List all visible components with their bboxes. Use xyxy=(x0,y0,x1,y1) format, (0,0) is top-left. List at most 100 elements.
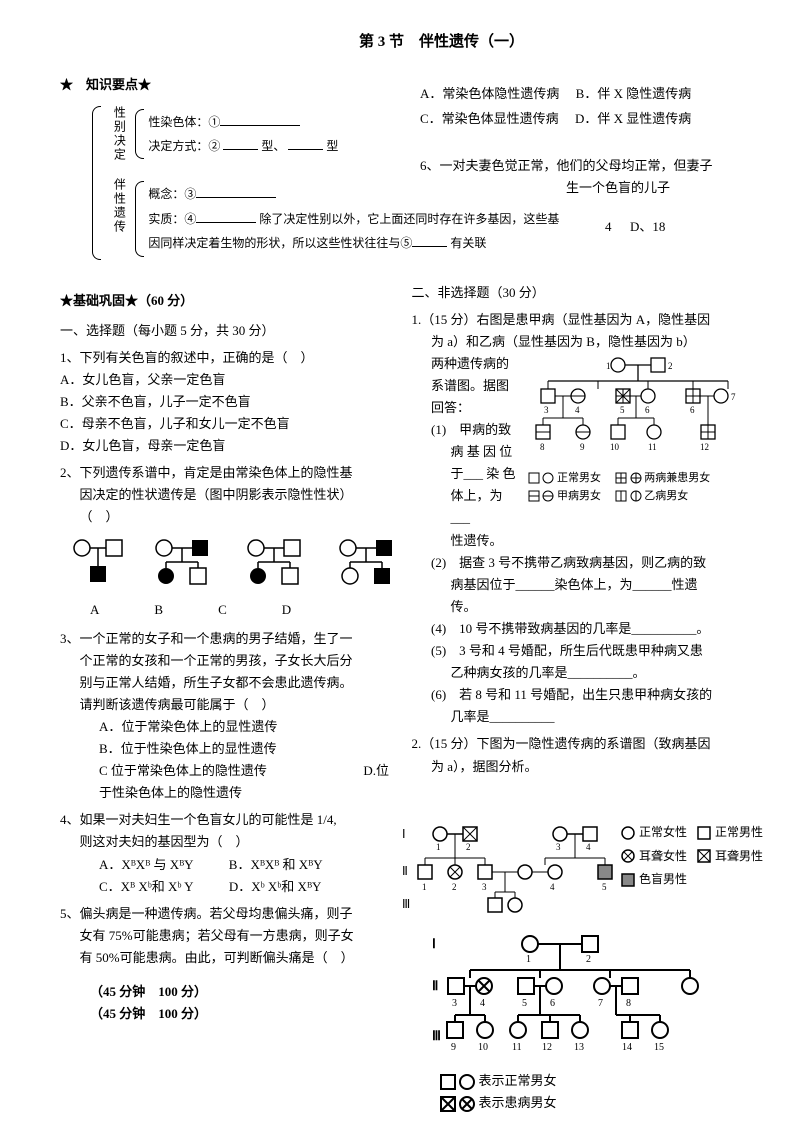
leg-b: 乙病男女 xyxy=(644,490,688,502)
svg-text:3: 3 xyxy=(556,842,561,852)
svg-text:5: 5 xyxy=(620,405,625,415)
q3-D: D.位 xyxy=(363,763,389,778)
q5-l1: 5、偏头病是一种遗传病。若父母均患偏头痛，则子 xyxy=(60,903,392,925)
svg-text:7: 7 xyxy=(731,392,736,402)
q3: 3、一个正常的女子和一个患病的男子结婚，生了一 个正常的女孩和一个正常的男孩，子… xyxy=(60,628,392,805)
q3-C: C 位于常染色体上的隐性遗传 xyxy=(99,763,267,778)
r-q2-l2: 为 a），据图分析。 xyxy=(412,756,744,778)
q1-D: D．女儿色盲，母亲一定色盲 xyxy=(60,435,392,457)
q1-C: C．母亲不色盲，儿子和女儿一定不色盲 xyxy=(60,413,392,435)
q1-stem: 1、下列有关色盲的叙述中，正确的是（ ） xyxy=(60,347,392,369)
r-q1-l4: 系谱图。据图 xyxy=(412,375,522,397)
text: 概念：③ xyxy=(148,187,196,201)
text: 实质：④ xyxy=(148,212,196,226)
opt-A: A．常染色体隐性遗传病 xyxy=(420,86,559,101)
leg2-r1: 正常女性 xyxy=(639,822,687,844)
svg-text:12: 12 xyxy=(542,1042,552,1053)
pedigree-labels: A B C D xyxy=(90,599,392,621)
opt-C: C．常染色体显性遗传病 xyxy=(420,111,559,126)
svg-text:2: 2 xyxy=(668,361,673,371)
q4: 4、如果一对夫妇生一个色盲女儿的可能性是 1/4, 则这对夫妇的基因型为（ ） … xyxy=(60,809,392,897)
svg-text:2: 2 xyxy=(452,882,457,892)
r-q2: 2.（15 分）下图为一隐性遗传病的系谱图（致病基因 为 a），据图分析。 xyxy=(412,733,744,777)
r-q1-p1c: 于___ 染 色 xyxy=(412,463,522,485)
svg-text:Ⅲ: Ⅲ xyxy=(432,1028,441,1043)
svg-text:6: 6 xyxy=(550,998,555,1009)
svg-text:4: 4 xyxy=(586,842,591,852)
svg-text:9: 9 xyxy=(451,1042,456,1053)
svg-text:2: 2 xyxy=(466,842,471,852)
svg-text:10: 10 xyxy=(610,442,620,452)
q2-stem3: （ ） xyxy=(60,506,392,528)
q4-l1: 4、如果一对夫妇生一个色盲女儿的可能性是 1/4, xyxy=(60,809,392,831)
q5-l3: 有 50%可能患病。由此，可判断偏头痛是（ ） xyxy=(60,947,392,969)
r-q1-p1a: (1) 甲病的致 xyxy=(412,419,522,441)
svg-text:Ⅲ: Ⅲ xyxy=(402,897,410,911)
q4-B: B．XᴮXᴮ 和 XᴮY xyxy=(229,854,323,876)
leg2-r5: 色盲男性 xyxy=(639,869,687,891)
pedigree-options xyxy=(70,536,392,591)
svg-text:1: 1 xyxy=(422,882,427,892)
text: 型 xyxy=(326,139,338,153)
text: 决定方式：② xyxy=(148,139,220,153)
r-q1-p6b: 几率是__________ xyxy=(412,706,744,728)
svg-text:13: 13 xyxy=(574,1042,584,1053)
r-q1: 1.（15 分）右图是患甲病（显性基因为 A，隐性基因 为 a）和乙病（显性基因… xyxy=(412,309,744,729)
svg-text:2: 2 xyxy=(586,954,591,965)
timing1: （45 分钟 100 分） xyxy=(90,981,392,1003)
label-sex-linked: 伴性遗传 xyxy=(105,178,133,259)
r-q2-head: 2.（15 分）下图为一隐性遗传病的系谱图（致病基因 xyxy=(412,733,744,755)
q6-cont: 生一个色盲的儿子 xyxy=(420,177,750,199)
leg2-r3: 耳聋女性 xyxy=(639,846,687,868)
label-D: D xyxy=(282,599,291,621)
text: 型、 xyxy=(261,139,285,153)
q5-l2: 女有 75%可能患病；若父母有一方患病，则子女 xyxy=(60,925,392,947)
q3-l3: 别与正常人结婚，所生子女都不会患此遗传病。 xyxy=(60,672,392,694)
svg-text:4: 4 xyxy=(550,882,555,892)
r-q1-p2c: 传。 xyxy=(412,596,744,618)
leg3-l2: 表示患病男女 xyxy=(479,1095,557,1110)
svg-text:9: 9 xyxy=(580,442,585,452)
svg-text:1: 1 xyxy=(606,361,611,371)
svg-text:Ⅰ: Ⅰ xyxy=(402,827,406,841)
svg-text:14: 14 xyxy=(622,1042,632,1053)
r-q1-p5a: (5) 3 号和 4 号婚配，所生后代既患甲种病又患 xyxy=(412,640,744,662)
section1-heading: 一、选择题（每小题 5 分，共 30 分） xyxy=(60,320,392,342)
q4-l2: 则这对夫妇的基因型为（ ） xyxy=(60,831,392,853)
r-q1-p1d: 体上，为___ xyxy=(412,485,522,529)
q4-A: A．XᴮXᴮ 与 XᴮY xyxy=(99,854,194,876)
pedigree-C xyxy=(244,536,314,591)
q1-B: B．父亲不色盲，儿子一定不色盲 xyxy=(60,391,392,413)
r-q1-p5b: 乙种病女孩的几率是__________。 xyxy=(412,662,744,684)
svg-text:5: 5 xyxy=(522,998,527,1009)
r-q1-l3: 两种遗传病的 xyxy=(412,353,522,375)
leg-a: 甲病男女 xyxy=(557,490,601,502)
svg-text:Ⅱ: Ⅱ xyxy=(402,864,408,878)
svg-text:10: 10 xyxy=(478,1042,488,1053)
r-q1-head: 1.（15 分）右图是患甲病（显性基因为 A，隐性基因 xyxy=(412,309,744,331)
leg3-l1: 表示正常男女 xyxy=(479,1073,557,1088)
q3-B: B．位于性染色体上的显性遗传 xyxy=(60,738,392,760)
heading-practice: ★基础巩固★（60 分） xyxy=(60,290,392,312)
r-q1-p2b: 病基因位于______染色体上，为______性遗 xyxy=(412,574,744,596)
svg-text:6: 6 xyxy=(645,405,650,415)
svg-text:6: 6 xyxy=(690,405,695,415)
r-q1-l5: 回答： xyxy=(412,397,522,419)
r-q1-p4: (4) 10 号不携带致病基因的几率是__________。 xyxy=(412,618,744,640)
leg-normal: 正常男女 xyxy=(557,472,601,484)
label-sex-determination: 性别决定 xyxy=(105,106,133,163)
legend-pedigree2: 表示正常男女 表示患病男女 xyxy=(440,1070,557,1114)
q6-stem: 6、一对夫妻色觉正常，他们的父母均正常，但妻子 xyxy=(420,155,750,177)
page-title: 第 3 节 伴性遗传（一） xyxy=(140,30,743,56)
leg-both: 两病兼患男女 xyxy=(644,472,710,484)
q3-D2: 于性染色体上的隐性遗传 xyxy=(60,782,392,804)
q3-A: A．位于常染色体上的显性遗传 xyxy=(60,716,392,738)
svg-text:4: 4 xyxy=(480,998,485,1009)
svg-text:7: 7 xyxy=(598,998,603,1009)
text: 因同样决定着生物的形状，所以这些性状往往与⑤ xyxy=(148,236,412,250)
svg-text:3: 3 xyxy=(482,882,487,892)
pedigree-B xyxy=(152,536,222,591)
q2-stem1: 2、下列遗传系谱中，肯定是由常染色体上的隐性基 xyxy=(60,462,392,484)
svg-text:Ⅰ: Ⅰ xyxy=(432,936,436,951)
left-column: ★基础巩固★（60 分） 一、选择题（每小题 5 分，共 30 分） 1、下列有… xyxy=(60,282,392,1026)
